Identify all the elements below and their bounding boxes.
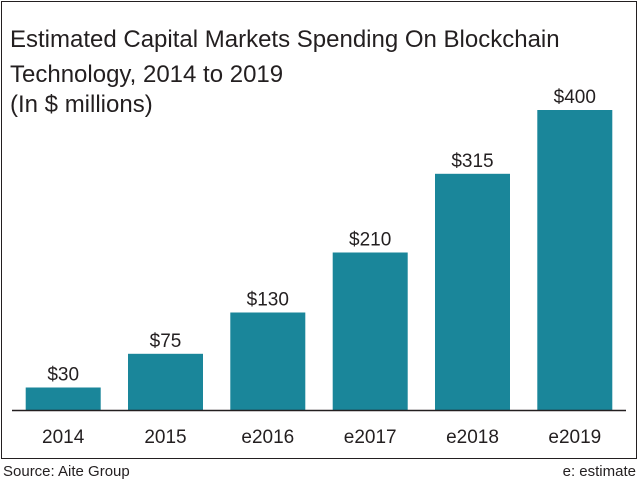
chart-subtitle: (In $ millions) xyxy=(10,91,153,118)
chart-frame xyxy=(1,1,637,459)
bar-e2017 xyxy=(332,252,408,410)
chart-title-line-1: Estimated Capital Markets Spending On Bl… xyxy=(10,26,560,53)
x-tick-label-2014: 2014 xyxy=(42,427,85,448)
bars xyxy=(25,110,613,411)
source-note: Source: Aite Group xyxy=(3,463,130,480)
bar-2015 xyxy=(128,353,203,411)
bar-e2016 xyxy=(230,312,306,410)
x-tick-label-e2019: e2019 xyxy=(548,427,601,448)
chart-title-line-2: Technology, 2014 to 2019 xyxy=(10,61,284,88)
value-label-e2016: $130 xyxy=(247,290,289,311)
x-axis-tick-labels: 2014 2015 e2016 e2017 e2018 e2019 xyxy=(42,427,601,448)
x-tick-label-e2016: e2016 xyxy=(241,427,294,448)
value-label-e2019: $400 xyxy=(554,87,596,108)
estimate-note: e: estimate xyxy=(562,463,636,480)
value-labels: $30 $75 $130 $210 $315 $400 xyxy=(47,87,596,386)
value-label-e2018: $315 xyxy=(451,151,493,172)
value-label-2015: $75 xyxy=(150,331,182,352)
x-tick-label-e2017: e2017 xyxy=(344,427,397,448)
x-tick-label-2015: 2015 xyxy=(144,427,186,448)
x-tick-label-e2018: e2018 xyxy=(446,427,499,448)
value-label-2014: $30 xyxy=(47,365,79,386)
value-label-e2017: $210 xyxy=(349,230,391,251)
bar-e2019 xyxy=(537,110,613,410)
bar-e2018 xyxy=(435,173,510,411)
bar-2014 xyxy=(25,387,101,410)
